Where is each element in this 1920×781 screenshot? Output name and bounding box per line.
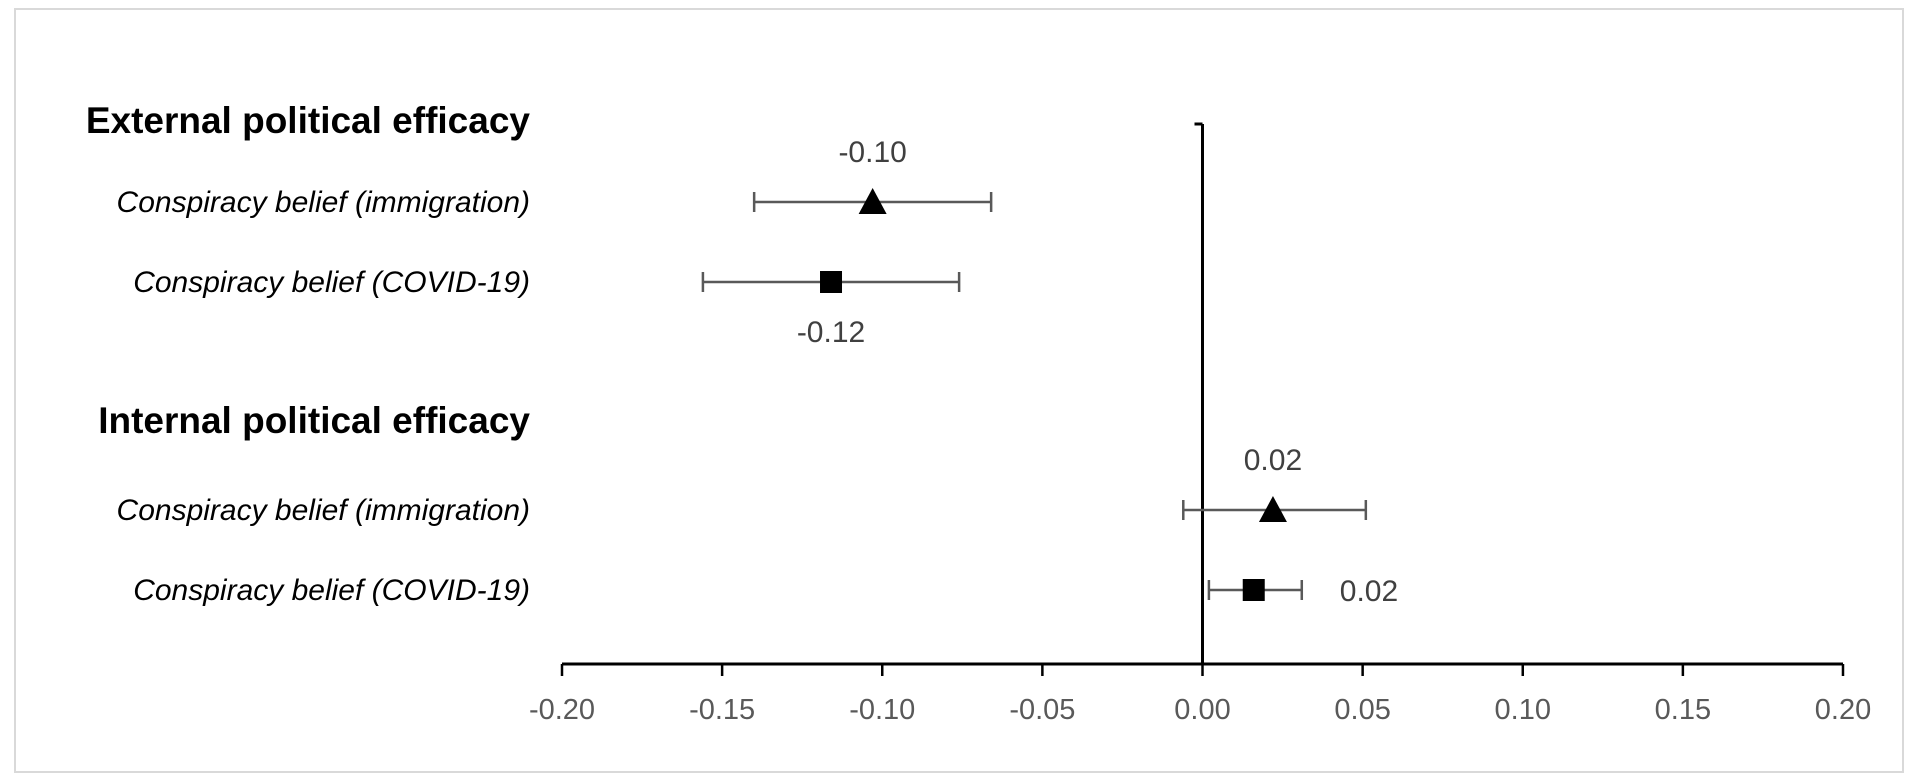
data-label: 0.02 xyxy=(1244,444,1302,477)
x-tick-label: -0.15 xyxy=(689,694,755,726)
axes: -0.20 -0.15 -0.10 -0.05 0.00 0.05 0.10 0.15 0.20 xyxy=(529,122,1871,726)
data-label: 0.02 xyxy=(1340,575,1398,608)
chart-frame xyxy=(14,8,1904,773)
data-label: -0.10 xyxy=(838,136,906,169)
triangle-marker xyxy=(858,188,887,214)
x-tick-label: -0.20 xyxy=(529,694,595,726)
group-label: External political efficacy xyxy=(86,100,531,141)
x-tick-label: 0.15 xyxy=(1655,694,1711,726)
x-tick-label: 0.10 xyxy=(1495,694,1551,726)
square-marker xyxy=(820,271,843,293)
x-tick-label: -0.05 xyxy=(1009,694,1075,726)
group-label: Internal political efficacy xyxy=(98,400,530,441)
x-tick-label: 0.20 xyxy=(1815,694,1871,726)
x-tick-label: 0.05 xyxy=(1334,694,1390,726)
row-label: Conspiracy belief (COVID-19) xyxy=(133,266,530,299)
x-tick-label: -0.10 xyxy=(849,694,915,726)
row-label: Conspiracy belief (immigration) xyxy=(117,494,530,527)
triangle-marker xyxy=(1258,496,1287,522)
row-label: Conspiracy belief (immigration) xyxy=(117,186,530,219)
square-marker xyxy=(1242,579,1265,601)
row-label: Conspiracy belief (COVID-19) xyxy=(133,574,530,607)
data-label: -0.12 xyxy=(797,316,865,349)
x-tick-label: 0.00 xyxy=(1174,694,1230,726)
category-labels: External political efficacy Conspiracy be… xyxy=(86,100,531,607)
data-marks: -0.10 -0.12 0.02 0.02 xyxy=(701,136,1398,608)
